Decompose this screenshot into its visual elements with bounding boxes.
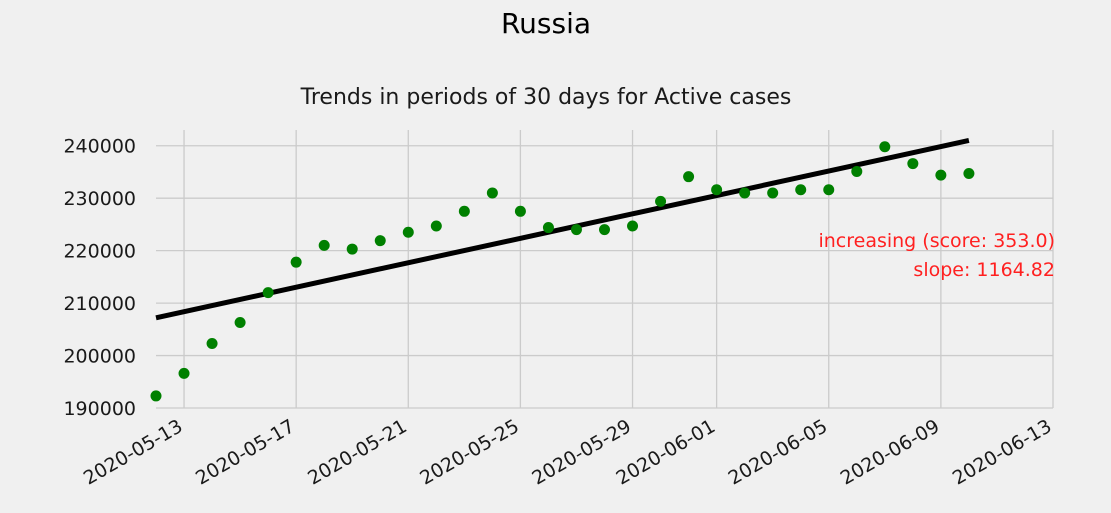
scatter-point [711,184,723,196]
scatter-point [430,220,442,232]
scatter-point [963,168,975,180]
y-tick-label: 240000 [63,136,136,158]
x-tick-label: 2020-05-17 [192,415,299,489]
scatter-point [402,226,414,238]
y-tick-label: 210000 [63,293,136,315]
scatter-point [599,224,610,236]
scatter-point [627,220,639,232]
scatter-points-layer [150,141,975,402]
scatter-point [907,158,919,170]
scatter-point [234,317,246,329]
trend-line-layer [155,138,970,321]
chart-subtitle: Trends in periods of 30 days for Active … [300,85,792,110]
scatter-point [318,239,330,251]
x-axis-ticks: 2020-05-13 2020-05-17 2020-05-21 2020-05-25… [80,415,1056,489]
scatter-point [514,205,526,217]
y-tick-label: 190000 [63,398,136,420]
x-tick-label: 2020-06-09 [837,415,944,489]
scatter-point [290,256,302,268]
y-tick-label: 230000 [63,188,136,210]
scatter-point [262,287,274,299]
annotation-trend: increasing (score: 353.0) [818,230,1055,252]
trend-line [155,138,970,321]
scatter-point [178,367,190,379]
chart-title: Russia [501,7,591,40]
scatter-point [150,390,162,402]
grid [156,130,1054,409]
scatter-point [374,235,386,247]
scatter-point [346,243,358,255]
scatter-point [458,205,470,217]
scatter-point [683,171,695,183]
x-tick-label: 2020-06-05 [725,415,832,489]
scatter-point [655,195,667,207]
x-tick-label: 2020-05-25 [416,415,523,489]
scatter-point [935,169,947,181]
scatter-point [542,222,554,234]
scatter-point [879,141,891,153]
scatter-point [570,224,582,236]
x-tick-label: 2020-05-13 [80,415,187,489]
scatter-point [767,187,779,199]
y-axis-ticks: 190000 200000 210000 220000 230000 240000 [63,136,136,420]
annotation-slope: slope: 1164.82 [913,259,1055,281]
scatter-point [486,187,498,199]
scatter-point [823,184,835,196]
y-tick-label: 220000 [63,241,136,263]
x-tick-label: 2020-06-13 [949,415,1056,489]
scatter-point [206,337,218,349]
scatter-point [739,187,751,199]
x-tick-label: 2020-05-21 [304,415,411,489]
y-tick-label: 200000 [63,346,136,368]
scatter-point [851,165,863,177]
scatter-point [795,184,807,196]
